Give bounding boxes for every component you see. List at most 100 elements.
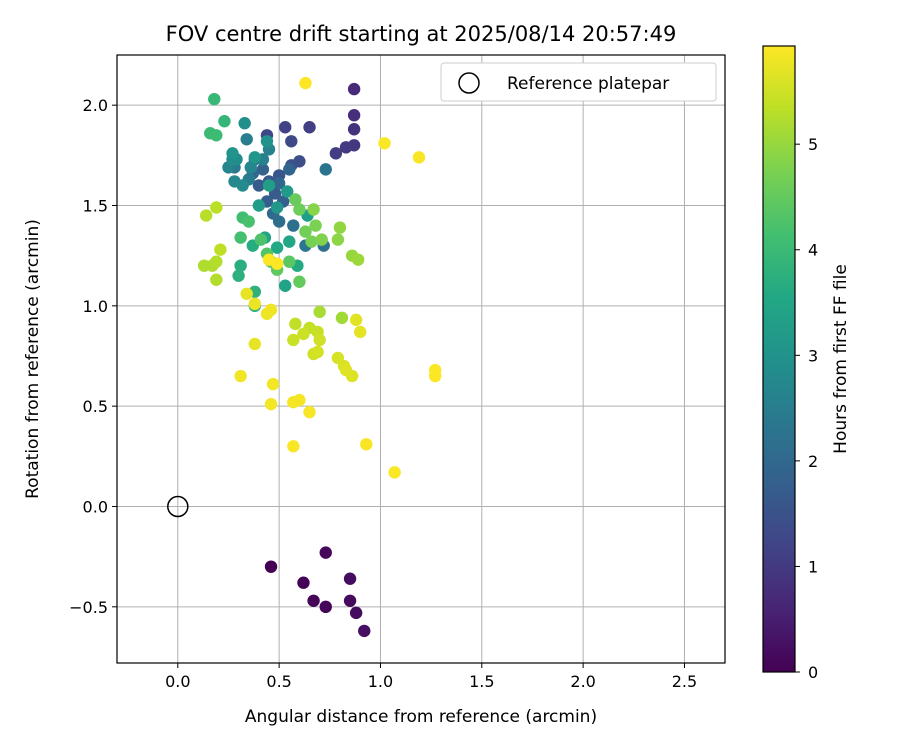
data-point — [218, 115, 231, 128]
data-point — [293, 203, 306, 216]
y-tick-label: 2.0 — [83, 96, 108, 115]
data-point — [270, 241, 284, 254]
data-point — [264, 303, 278, 317]
x-axis-label: Angular distance from reference (arcmin) — [245, 707, 597, 727]
data-point — [210, 255, 223, 268]
data-point — [210, 129, 223, 142]
data-point — [293, 393, 306, 407]
data-point — [254, 233, 268, 246]
data-point — [264, 397, 278, 411]
y-axis-ticks: −0.5 0.0 0.5 1.0 1.5 2.0 — [69, 96, 117, 617]
colorbar-tick-label: 4 — [808, 241, 818, 260]
data-point — [319, 600, 332, 614]
data-point — [319, 546, 332, 559]
data-point — [347, 82, 361, 96]
data-point — [307, 594, 320, 607]
y-axis-label: Rotation from reference (arcmin) — [23, 219, 43, 499]
data-point — [266, 377, 280, 391]
data-point — [240, 133, 253, 146]
x-tick-label: 1.0 — [368, 672, 393, 691]
data-point — [309, 219, 322, 232]
data-point — [307, 203, 320, 216]
colorbar-tick-label: 5 — [808, 135, 818, 154]
data-point — [289, 317, 302, 331]
data-point — [360, 438, 373, 451]
legend-entry-label: Reference platepar — [507, 74, 669, 94]
data-point — [283, 163, 296, 176]
data-point — [349, 606, 363, 620]
data-point — [248, 297, 262, 311]
colorbar-ticks: 0 1 2 3 4 5 — [795, 135, 818, 682]
data-point — [329, 147, 343, 160]
colorbar-tick-label: 2 — [808, 452, 818, 471]
y-tick-label: 0.5 — [83, 397, 108, 416]
y-tick-label: 1.5 — [83, 196, 108, 215]
data-point — [388, 466, 401, 479]
legend-marker-icon — [458, 72, 480, 94]
data-point — [226, 147, 239, 160]
data-point — [234, 231, 247, 244]
data-point — [351, 253, 365, 266]
data-point — [281, 185, 294, 198]
data-point — [252, 199, 266, 212]
data-point — [260, 135, 274, 148]
y-tick-label: 1.0 — [83, 297, 108, 316]
data-point — [313, 333, 326, 347]
data-point — [319, 163, 332, 176]
data-point — [378, 137, 391, 150]
data-point — [256, 163, 270, 176]
colorbar: 0 1 2 3 4 5 Hours from first FF file — [762, 45, 851, 682]
data-point — [199, 209, 213, 222]
legend-box — [440, 62, 717, 102]
reference-platepar-marker — [167, 495, 189, 518]
data-point — [270, 201, 284, 214]
colorbar-gradient — [762, 45, 796, 673]
data-point — [289, 193, 302, 206]
data-point — [347, 108, 361, 122]
data-points — [197, 76, 442, 638]
data-point — [210, 201, 223, 214]
data-point — [339, 363, 353, 377]
data-point — [305, 235, 318, 248]
data-point — [287, 219, 300, 232]
colorbar-tick-label: 1 — [808, 557, 818, 576]
data-point — [287, 333, 300, 347]
x-tick-label: 0.0 — [165, 672, 190, 691]
chart-title: FOV centre drift starting at 2025/08/14 … — [166, 22, 677, 46]
data-point — [347, 123, 361, 136]
plot-frame — [116, 54, 726, 664]
data-point — [236, 179, 249, 192]
data-point — [279, 121, 292, 134]
data-point — [279, 279, 292, 292]
data-point — [354, 325, 367, 339]
data-point — [264, 560, 278, 573]
data-point — [343, 572, 357, 585]
x-tick-label: 2.0 — [570, 672, 595, 691]
data-point — [311, 345, 324, 359]
data-point — [331, 233, 345, 246]
data-point — [210, 273, 223, 286]
data-point — [214, 243, 227, 256]
data-point — [208, 92, 221, 106]
x-tick-label: 0.5 — [266, 672, 291, 691]
x-tick-label: 1.5 — [469, 672, 494, 691]
data-point — [248, 337, 262, 351]
data-point — [248, 151, 262, 164]
y-tick-label: −0.5 — [69, 598, 108, 617]
data-point — [262, 179, 276, 192]
legend: Reference platepar — [440, 62, 717, 102]
colorbar-tick-label: 0 — [808, 663, 818, 682]
data-point — [234, 369, 247, 383]
data-point — [242, 215, 255, 228]
data-point — [238, 117, 251, 130]
data-point — [234, 259, 247, 272]
data-point — [358, 624, 371, 638]
y-tick-label: 0.0 — [83, 497, 108, 516]
colorbar-label: Hours from first FF file — [831, 264, 851, 454]
data-point — [299, 76, 312, 90]
data-point — [287, 440, 300, 453]
grid — [117, 55, 725, 663]
data-point — [272, 215, 286, 228]
data-point — [283, 255, 296, 268]
